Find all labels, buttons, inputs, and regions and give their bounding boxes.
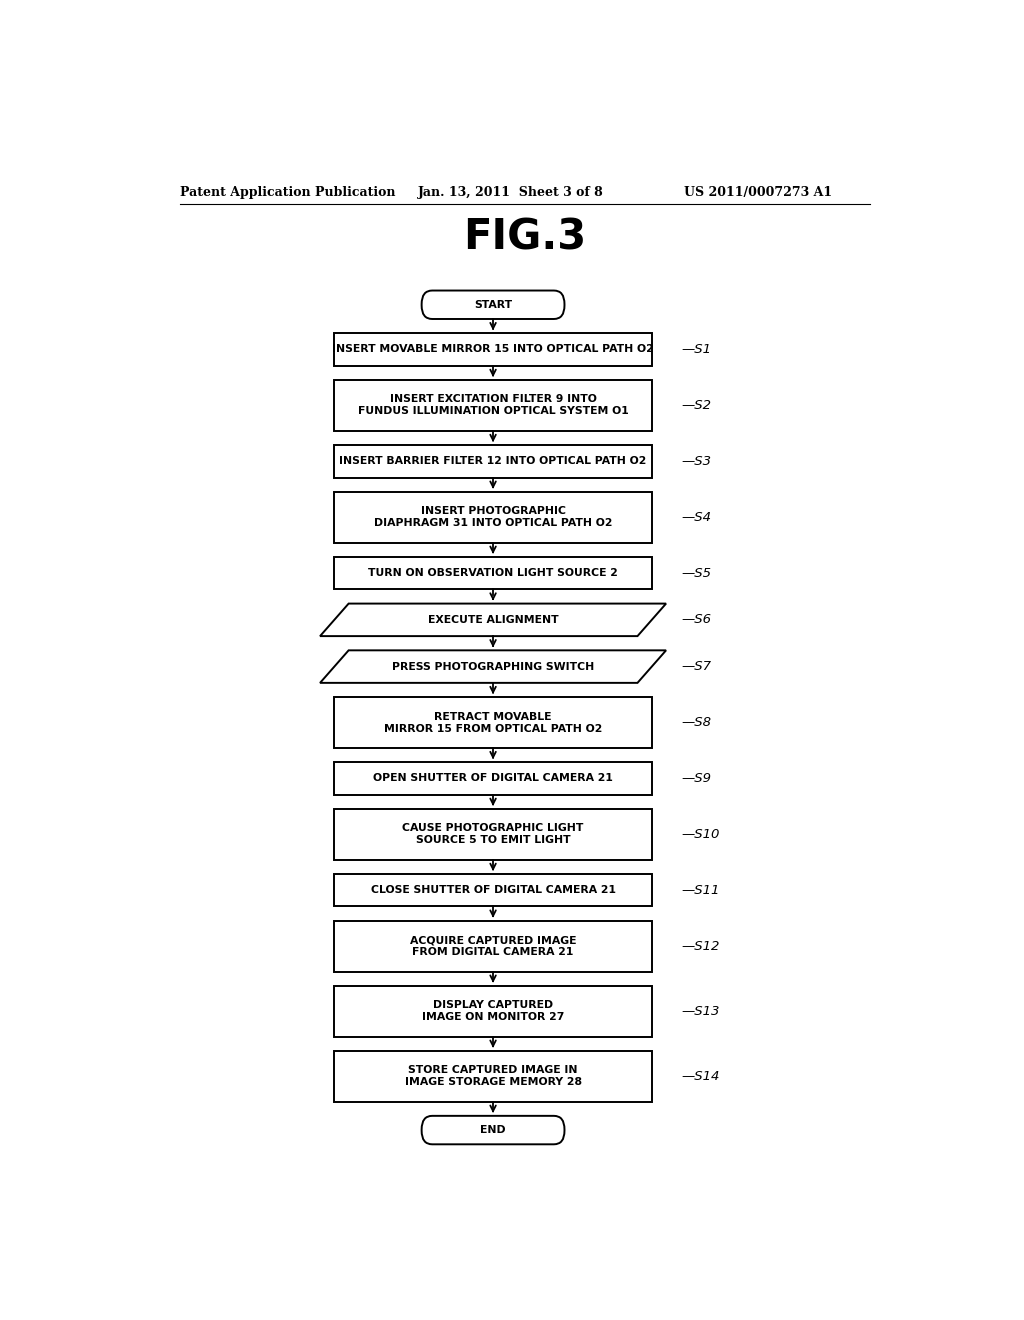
Text: INSERT BARRIER FILTER 12 INTO OPTICAL PATH O2: INSERT BARRIER FILTER 12 INTO OPTICAL PA… [339, 457, 647, 466]
Text: STORE CAPTURED IMAGE IN
IMAGE STORAGE MEMORY 28: STORE CAPTURED IMAGE IN IMAGE STORAGE ME… [404, 1065, 582, 1088]
Polygon shape [321, 603, 666, 636]
Bar [334, 333, 652, 366]
Bar [334, 1051, 652, 1102]
Text: Patent Application Publication: Patent Application Publication [179, 186, 395, 199]
FancyBboxPatch shape [422, 290, 564, 319]
Bar [334, 492, 652, 543]
Text: RETRACT MOVABLE
MIRROR 15 FROM OPTICAL PATH O2: RETRACT MOVABLE MIRROR 15 FROM OPTICAL P… [384, 711, 602, 734]
Text: CAUSE PHOTOGRAPHIC LIGHT
SOURCE 5 TO EMIT LIGHT: CAUSE PHOTOGRAPHIC LIGHT SOURCE 5 TO EMI… [402, 824, 584, 845]
Bar [334, 921, 652, 972]
Text: —S13: —S13 [682, 1005, 720, 1018]
Text: —S2: —S2 [682, 399, 712, 412]
Text: —S14: —S14 [682, 1069, 720, 1082]
Text: —S7: —S7 [682, 660, 712, 673]
Bar [334, 445, 652, 478]
Bar [334, 697, 652, 748]
Text: —S5: —S5 [682, 566, 712, 579]
Text: OPEN SHUTTER OF DIGITAL CAMERA 21: OPEN SHUTTER OF DIGITAL CAMERA 21 [373, 774, 613, 783]
Text: DISPLAY CAPTURED
IMAGE ON MONITOR 27: DISPLAY CAPTURED IMAGE ON MONITOR 27 [422, 1001, 564, 1022]
Polygon shape [321, 651, 666, 682]
Bar [334, 809, 652, 859]
Text: —S4: —S4 [682, 511, 712, 524]
Text: EXECUTE ALIGNMENT: EXECUTE ALIGNMENT [428, 615, 558, 624]
Text: —S9: —S9 [682, 772, 712, 785]
Bar [334, 762, 652, 795]
Text: —S10: —S10 [682, 828, 720, 841]
Bar [334, 874, 652, 907]
Text: END: END [480, 1125, 506, 1135]
Text: —S6: —S6 [682, 614, 712, 627]
Text: —S8: —S8 [682, 715, 712, 729]
Bar [334, 380, 652, 430]
Text: —S1: —S1 [682, 343, 712, 356]
Text: CLOSE SHUTTER OF DIGITAL CAMERA 21: CLOSE SHUTTER OF DIGITAL CAMERA 21 [371, 886, 615, 895]
Bar [334, 986, 652, 1036]
Text: INSERT MOVABLE MIRROR 15 INTO OPTICAL PATH O2: INSERT MOVABLE MIRROR 15 INTO OPTICAL PA… [332, 345, 654, 355]
Text: —S3: —S3 [682, 455, 712, 467]
Text: —S12: —S12 [682, 940, 720, 953]
Text: US 2011/0007273 A1: US 2011/0007273 A1 [684, 186, 831, 199]
Text: INSERT PHOTOGRAPHIC
DIAPHRAGM 31 INTO OPTICAL PATH O2: INSERT PHOTOGRAPHIC DIAPHRAGM 31 INTO OP… [374, 506, 612, 528]
Bar [334, 557, 652, 589]
Text: INSERT EXCITATION FILTER 9 INTO
FUNDUS ILLUMINATION OPTICAL SYSTEM O1: INSERT EXCITATION FILTER 9 INTO FUNDUS I… [357, 395, 629, 416]
Text: PRESS PHOTOGRAPHING SWITCH: PRESS PHOTOGRAPHING SWITCH [392, 661, 594, 672]
Text: ACQUIRE CAPTURED IMAGE
FROM DIGITAL CAMERA 21: ACQUIRE CAPTURED IMAGE FROM DIGITAL CAME… [410, 935, 577, 957]
FancyBboxPatch shape [422, 1115, 564, 1144]
Text: START: START [474, 300, 512, 310]
Text: —S11: —S11 [682, 883, 720, 896]
Text: FIG.3: FIG.3 [463, 216, 587, 259]
Text: TURN ON OBSERVATION LIGHT SOURCE 2: TURN ON OBSERVATION LIGHT SOURCE 2 [368, 568, 618, 578]
Text: Jan. 13, 2011  Sheet 3 of 8: Jan. 13, 2011 Sheet 3 of 8 [418, 186, 603, 199]
